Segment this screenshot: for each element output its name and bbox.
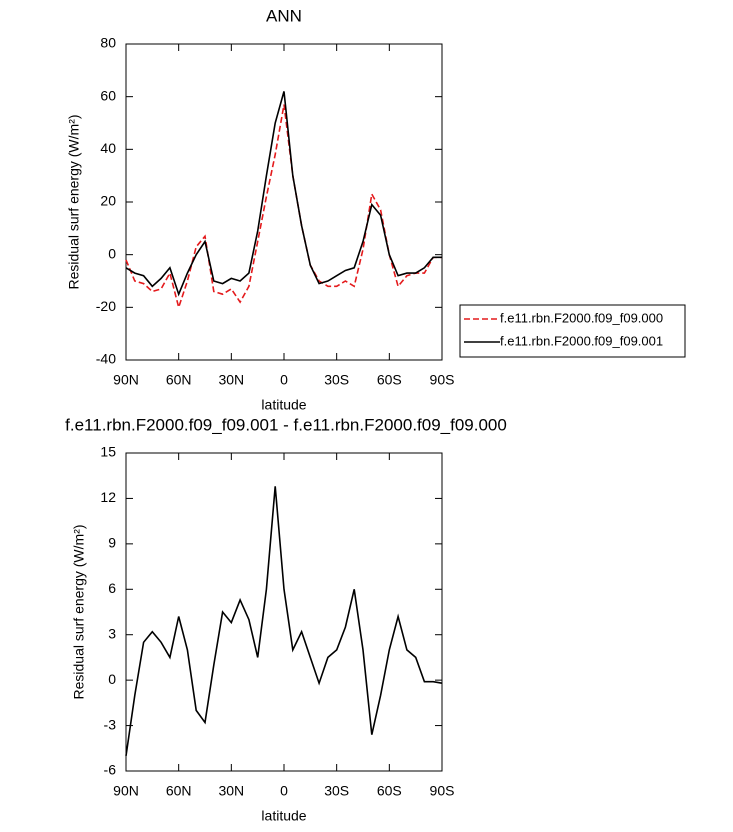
y-tick-label: 12: [100, 489, 116, 505]
y-tick-label: 6: [108, 580, 116, 596]
x-tick-label: 60S: [377, 372, 402, 388]
x-tick-label: 60N: [166, 783, 192, 799]
y-tick-label: 0: [108, 245, 116, 261]
x-tick-label: 90S: [430, 372, 455, 388]
x-tick-label: 30S: [324, 783, 349, 799]
legend-box: [459, 304, 686, 358]
y-tick-label: 20: [100, 193, 116, 209]
x-tick-label: 60S: [377, 783, 402, 799]
y-tick-label: 15: [100, 444, 116, 460]
x-tick-label: 90S: [430, 783, 455, 799]
y-tick-label: 0: [108, 671, 116, 687]
x-tick-label: 0: [280, 372, 288, 388]
y-tick-label: 3: [108, 625, 116, 641]
data-line: [125, 91, 442, 297]
plot-frame: [125, 452, 443, 772]
legend-label: f.e11.rbn.F2000.f09_f09.001: [500, 333, 663, 348]
y-axis-label: Residual surf energy (W/m²): [66, 114, 82, 289]
data-line: [125, 486, 443, 757]
x-tick-label: 60N: [166, 372, 192, 388]
plot-frame: [125, 43, 443, 361]
y-tick-label: 60: [100, 87, 116, 103]
y-axis-label: Residual surf energy (W/m²): [71, 524, 87, 699]
y-tick-label: -3: [104, 716, 117, 732]
x-tick-label: 0: [280, 783, 288, 799]
y-tick-label: -6: [104, 762, 117, 778]
y-tick-label: 40: [100, 140, 116, 156]
x-tick-label: 30S: [324, 372, 349, 388]
x-tick-label: 90N: [113, 783, 139, 799]
legend-label: f.e11.rbn.F2000.f09_f09.000: [500, 310, 663, 325]
x-tick-label: 30N: [218, 372, 244, 388]
y-tick-label: -40: [96, 351, 116, 367]
x-tick-label: 30N: [218, 783, 244, 799]
chart-title: f.e11.rbn.F2000.f09_f09.001 - f.e11.rbn.…: [65, 415, 507, 434]
x-axis-label: latitude: [261, 808, 306, 824]
y-tick-label: -20: [96, 298, 116, 314]
y-tick-label: 9: [108, 535, 116, 551]
x-axis-label: latitude: [261, 397, 306, 413]
x-tick-label: 90N: [113, 372, 139, 388]
y-tick-label: 80: [100, 35, 116, 51]
chart-title: ANN: [266, 6, 302, 25]
